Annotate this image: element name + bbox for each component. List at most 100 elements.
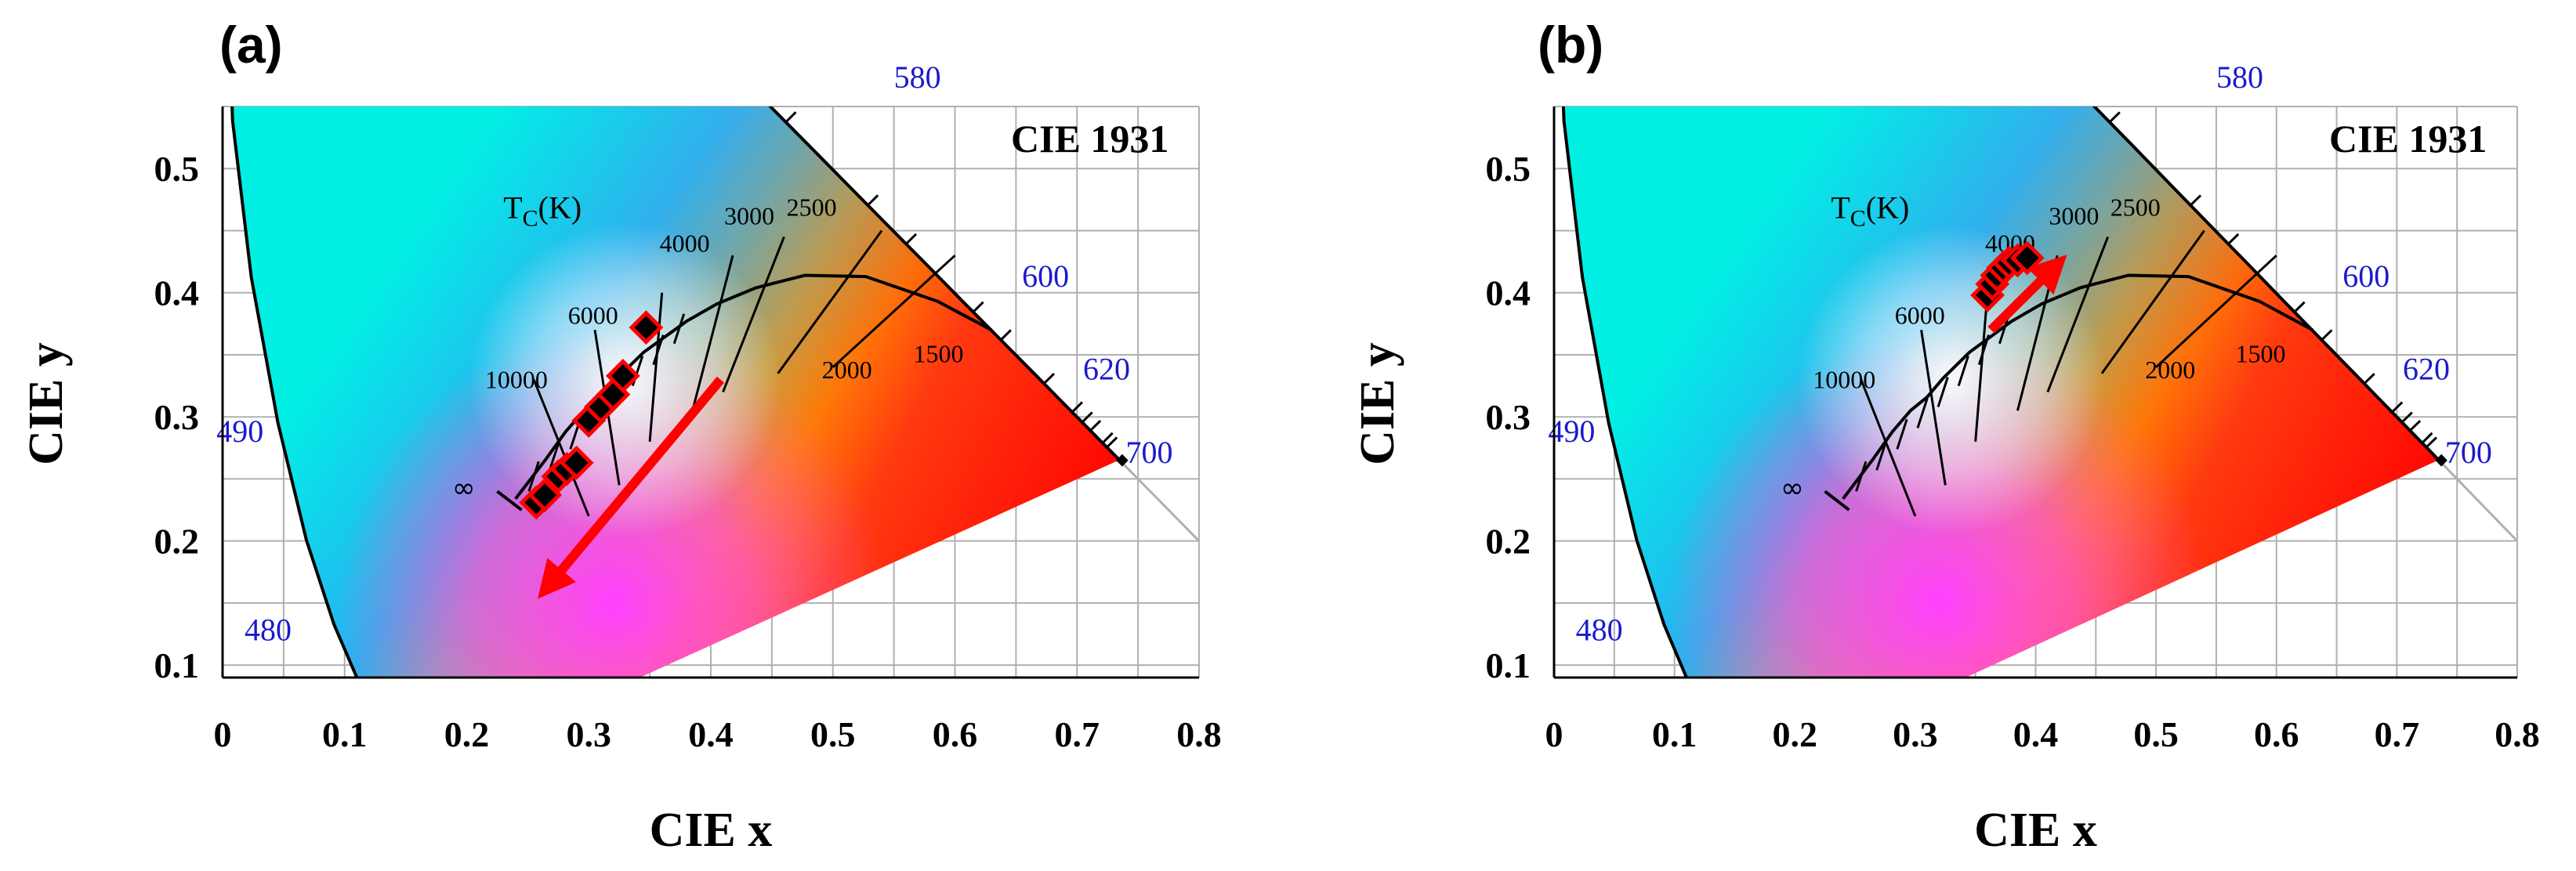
temperature-label: 1500 [914,339,964,367]
temperature-label: 2500 [2110,193,2161,221]
isotherm-line [777,229,883,374]
x-tick-label: 0 [214,714,232,754]
panel-label: (b) [1538,16,1603,74]
planckian-label-unit: (K) [538,190,582,226]
locus-tick [784,111,797,123]
planck-tick [1855,461,1868,492]
x-axis-label: CIE x [650,804,773,857]
locus-tick [2293,301,2306,313]
purple-line [1118,459,1199,542]
planck-endcap [496,490,523,511]
data-point [629,310,664,345]
gamut [230,107,1199,678]
x-tick-label: 0.7 [1055,714,1100,754]
planckian-label: TC(K) [1831,190,1909,232]
locus-tick [972,301,984,313]
isotherm-line [722,236,785,393]
locus-tick [2409,420,2422,432]
x-tick-label: 0.5 [2133,714,2179,754]
data-point [2009,240,2045,276]
x-tick-label: 0.7 [2375,714,2420,754]
wavelength-label: 490 [1548,414,1595,449]
gamut-white [1563,107,2439,678]
locus-tick [1081,411,1093,424]
x-tick-label: 0.5 [810,714,856,754]
data-point [559,445,594,480]
y-tick-label: 0.5 [154,149,200,189]
isotherm-line [831,255,956,368]
planckian-locus [514,273,993,501]
temperature-label: 6000 [1895,301,1945,329]
wavelength-label: 580 [894,60,941,95]
locus-tick [2391,401,2404,414]
locus-tick [905,233,918,245]
x-tick-label: 0.6 [2254,714,2299,754]
planckian-label-sub: C [523,206,538,232]
x-tick-label: 0.4 [688,714,734,754]
planck-tick [1957,356,1969,387]
planck-tick [1937,377,1949,407]
locus-tick [1071,401,1083,414]
wavelength-label: 480 [1576,612,1623,647]
wavelength-label: 580 [2216,60,2263,95]
temperature-label: 2000 [822,356,872,384]
temperature-label: 1500 [2236,339,2286,367]
locus-tick [1089,420,1102,432]
planck-tick [1896,418,1908,450]
panel-label: (a) [219,16,283,74]
isotherm-line [2046,236,2110,393]
data-point [605,358,640,393]
x-axis-label: CIE x [1974,804,2097,857]
isotherm-line [2100,229,2205,374]
locus-tick [2190,194,2202,207]
y-axis-label: CIE y [20,342,73,465]
wavelength-label: 620 [1083,352,1130,387]
y-tick-label: 0.2 [1486,522,1531,562]
temperature-label: 2500 [787,193,837,221]
y-tick-label: 0.4 [154,273,200,313]
planck-tick [1875,439,1888,471]
locus-tick [1101,432,1114,444]
wavelength-label: 600 [1022,258,1069,294]
temperature-label: 4000 [660,229,710,257]
y-axis-label: CIE y [1351,342,1404,465]
temperature-label: 10000 [485,366,548,394]
isotherm-line [691,255,734,411]
temperature-label: 3000 [2049,202,2099,230]
isotherm-line [1920,330,1947,486]
infinity-label: ∞ [1781,472,1804,504]
spectral-locus [230,107,1121,678]
temperature-label: 3000 [724,202,774,230]
spectral-locus [1561,107,2440,678]
locus-tick [1106,436,1118,449]
locus-end-marker [2435,454,2447,467]
locus-tick [2421,432,2433,444]
purple-line [2437,459,2517,542]
wavelength-label: 490 [216,414,263,449]
x-tick-label: 0.2 [444,714,490,754]
gamut [1561,107,2517,678]
temperature-label: 10000 [1813,366,1875,394]
planck-tick [672,313,686,345]
x-tick-label: 0.8 [1176,714,1222,754]
gamut-white [232,107,1120,678]
isotherm-line [532,379,590,517]
planckian-label-sub: C [1850,206,1866,232]
y-tick-label: 0.4 [1486,273,1531,313]
temperature-label: 6000 [568,301,618,329]
planck-endcap [1824,490,1850,511]
locus-tick [867,194,879,207]
locus-tick [2425,436,2437,449]
y-tick-label: 0.1 [154,645,200,685]
planckian-label-unit: (K) [1866,190,1910,226]
wavelength-label: 480 [245,612,292,647]
x-tick-label: 0.1 [322,714,368,754]
wavelength-label: 700 [2445,435,2492,470]
locus-tick [2108,111,2121,123]
planckian-label: TC(K) [503,190,582,232]
planckian-locus [1842,273,2313,501]
y-tick-label: 0.5 [1486,149,1531,189]
